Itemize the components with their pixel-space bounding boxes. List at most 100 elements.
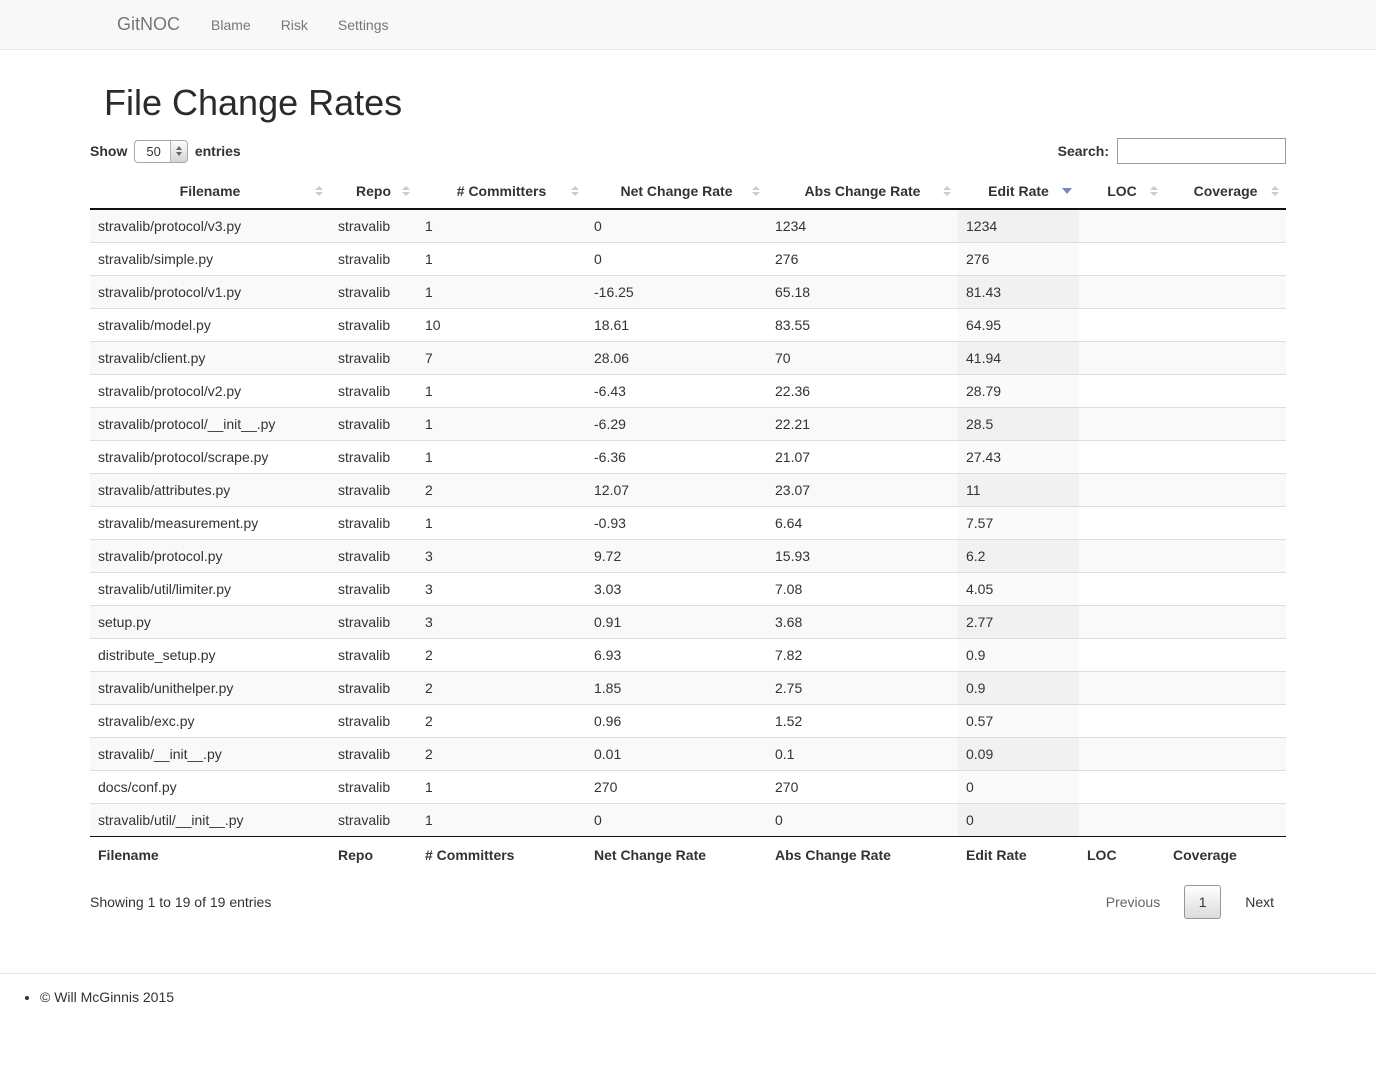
pagination-previous-button[interactable]: Previous xyxy=(1105,894,1161,910)
cell-committers: 1 xyxy=(417,374,586,408)
cell-repo: stravalib xyxy=(330,803,417,837)
page-length-control: Show 50 entries xyxy=(90,139,241,163)
cell-loc xyxy=(1079,572,1165,606)
column-header-repo[interactable]: Repo xyxy=(330,174,417,210)
nav-item-risk[interactable]: Risk xyxy=(280,16,308,33)
nav-item-blame[interactable]: Blame xyxy=(211,16,251,33)
cell-loc xyxy=(1079,506,1165,540)
pagination-next-button[interactable]: Next xyxy=(1245,894,1274,910)
cell-filename: stravalib/model.py xyxy=(90,308,330,342)
column-header-label: Filename xyxy=(179,183,241,199)
sort-both-icon xyxy=(402,186,410,196)
cell-loc xyxy=(1079,671,1165,705)
cell-net-change-rate: 0 xyxy=(586,803,767,837)
cell-loc xyxy=(1079,341,1165,375)
search-input[interactable] xyxy=(1117,138,1286,164)
column-header-coverage[interactable]: Coverage xyxy=(1165,174,1286,210)
cell-edit-rate: 6.2 xyxy=(958,539,1079,573)
length-suffix-label: entries xyxy=(194,143,241,159)
cell-coverage xyxy=(1165,208,1286,243)
table-footer-bar: Showing 1 to 19 of 19 entries Previous 1… xyxy=(90,871,1286,919)
cell-committers: 1 xyxy=(417,275,586,309)
cell-filename: stravalib/__init__.py xyxy=(90,737,330,771)
cell-filename: stravalib/simple.py xyxy=(90,242,330,276)
cell-net-change-rate: 0.01 xyxy=(586,737,767,771)
cell-abs-change-rate: 0 xyxy=(767,803,958,837)
cell-coverage xyxy=(1165,473,1286,507)
cell-coverage xyxy=(1165,308,1286,342)
pagination: Previous 1 Next xyxy=(1094,885,1286,919)
column-header-committers[interactable]: # Committers xyxy=(417,174,586,210)
cell-edit-rate: 0.9 xyxy=(958,638,1079,672)
cell-coverage xyxy=(1165,605,1286,639)
cell-abs-change-rate: 1.52 xyxy=(767,704,958,738)
cell-repo: stravalib xyxy=(330,308,417,342)
cell-edit-rate: 2.77 xyxy=(958,605,1079,639)
cell-net-change-rate: 18.61 xyxy=(586,308,767,342)
cell-filename: stravalib/client.py xyxy=(90,341,330,375)
cell-coverage xyxy=(1165,275,1286,309)
cell-abs-change-rate: 22.21 xyxy=(767,407,958,441)
cell-committers: 1 xyxy=(417,208,586,243)
search-label: Search: xyxy=(1057,143,1109,159)
footer-column-header-net-change-rate: Net Change Rate xyxy=(586,836,767,871)
page-title: File Change Rates xyxy=(104,82,403,123)
page-footer: © Will McGinnis 2015 xyxy=(0,973,1376,1005)
cell-edit-rate: 0.57 xyxy=(958,704,1079,738)
cell-net-change-rate: 9.72 xyxy=(586,539,767,573)
column-header-edit-rate[interactable]: Edit Rate xyxy=(958,174,1079,210)
column-header-label: Coverage xyxy=(1193,183,1258,199)
table-row: stravalib/protocol/v3.py stravalib 1 0 1234 1… xyxy=(90,208,1286,243)
pagination-page-1[interactable]: 1 xyxy=(1184,885,1222,919)
cell-loc xyxy=(1079,803,1165,837)
cell-loc xyxy=(1079,242,1165,276)
cell-loc xyxy=(1079,275,1165,309)
cell-filename: stravalib/exc.py xyxy=(90,704,330,738)
brand-link[interactable]: GitNOC xyxy=(117,14,180,34)
nav-item-settings[interactable]: Settings xyxy=(337,16,389,33)
cell-loc xyxy=(1079,407,1165,441)
column-header-filename[interactable]: Filename xyxy=(90,174,330,210)
cell-edit-rate: 0.9 xyxy=(958,671,1079,705)
table-row: stravalib/util/limiter.py stravalib 3 3.03 7… xyxy=(90,572,1286,606)
cell-abs-change-rate: 1234 xyxy=(767,208,958,243)
cell-coverage xyxy=(1165,341,1286,375)
cell-filename: docs/conf.py xyxy=(90,770,330,804)
column-header-abs-change-rate[interactable]: Abs Change Rate xyxy=(767,174,958,210)
table-row: stravalib/__init__.py stravalib 2 0.01 0.1 0.… xyxy=(90,737,1286,771)
column-header-label: Edit Rate xyxy=(988,183,1049,199)
sort-both-icon xyxy=(752,186,760,196)
cell-edit-rate: 0 xyxy=(958,803,1079,837)
page-length-value: 50 xyxy=(146,143,161,159)
cell-loc xyxy=(1079,605,1165,639)
cell-abs-change-rate: 22.36 xyxy=(767,374,958,408)
footer-column-header-loc: LOC xyxy=(1079,836,1165,871)
cell-committers: 2 xyxy=(417,737,586,771)
cell-committers: 1 xyxy=(417,407,586,441)
column-header-label: LOC xyxy=(1107,183,1137,199)
table-row: stravalib/protocol/v2.py stravalib 1 -6.43 2… xyxy=(90,374,1286,408)
column-header-net-change-rate[interactable]: Net Change Rate xyxy=(586,174,767,210)
footer-column-header-committers: # Committers xyxy=(417,836,586,871)
cell-net-change-rate: -6.43 xyxy=(586,374,767,408)
cell-edit-rate: 41.94 xyxy=(958,341,1079,375)
cell-abs-change-rate: 23.07 xyxy=(767,473,958,507)
table-row: stravalib/exc.py stravalib 2 0.96 1.52 0.57 xyxy=(90,704,1286,738)
cell-edit-rate: 64.95 xyxy=(958,308,1079,342)
cell-committers: 1 xyxy=(417,440,586,474)
cell-repo: stravalib xyxy=(330,638,417,672)
cell-abs-change-rate: 276 xyxy=(767,242,958,276)
cell-coverage xyxy=(1165,572,1286,606)
cell-filename: stravalib/protocol/v1.py xyxy=(90,275,330,309)
cell-filename: stravalib/protocol/v2.py xyxy=(90,374,330,408)
cell-abs-change-rate: 270 xyxy=(767,770,958,804)
cell-edit-rate: 1234 xyxy=(958,208,1079,243)
column-header-loc[interactable]: LOC xyxy=(1079,174,1165,210)
copyright-text: © Will McGinnis 2015 xyxy=(40,989,1376,1005)
cell-repo: stravalib xyxy=(330,737,417,771)
cell-edit-rate: 28.79 xyxy=(958,374,1079,408)
cell-committers: 10 xyxy=(417,308,586,342)
cell-loc xyxy=(1079,737,1165,771)
cell-committers: 1 xyxy=(417,770,586,804)
page-length-select[interactable]: 50 xyxy=(134,139,188,163)
